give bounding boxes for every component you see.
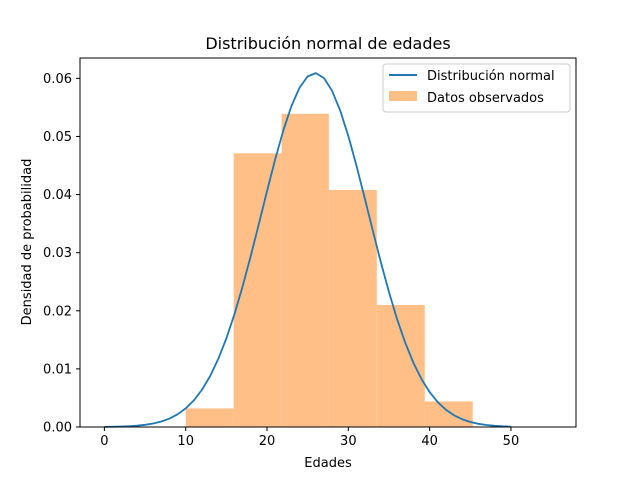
histogram-bar-1 bbox=[185, 408, 234, 427]
chart-title: Distribución normal de edades bbox=[205, 34, 450, 53]
x-tick-label: 50 bbox=[503, 434, 520, 449]
y-axis-ticks: 0.00 0.01 0.02 0.03 0.04 0.05 0.06 bbox=[43, 72, 80, 436]
x-tick-label: 20 bbox=[259, 434, 276, 449]
y-tick-label: 0.01 bbox=[43, 362, 72, 377]
y-tick-label: 0.02 bbox=[43, 304, 72, 319]
histogram-bar-6 bbox=[424, 401, 473, 427]
histogram-bar-4 bbox=[328, 189, 377, 427]
normal-curve-layer bbox=[104, 72, 511, 428]
x-tick-label: 0 bbox=[100, 434, 108, 449]
legend-label-line: Distribución normal bbox=[427, 69, 555, 84]
x-tick-label: 40 bbox=[421, 434, 438, 449]
x-tick-label: 30 bbox=[340, 434, 357, 449]
y-tick-label: 0.00 bbox=[43, 421, 72, 436]
x-tick-label: 10 bbox=[177, 434, 194, 449]
legend-bar-swatch bbox=[389, 91, 417, 101]
x-axis-ticks: 0 10 20 30 40 50 bbox=[100, 427, 519, 449]
y-tick-label: 0.04 bbox=[43, 188, 72, 203]
y-tick-label: 0.06 bbox=[43, 72, 72, 87]
y-axis-title: Densidad de probabilidad bbox=[20, 159, 35, 326]
legend: Distribución normal Datos observados bbox=[382, 63, 571, 113]
histogram-bar-5 bbox=[376, 304, 425, 427]
x-axis-title: Edades bbox=[304, 456, 352, 471]
legend-box bbox=[382, 63, 571, 113]
y-tick-label: 0.03 bbox=[43, 246, 72, 261]
histogram-bar-3 bbox=[281, 113, 329, 427]
legend-label-bars: Datos observados bbox=[427, 91, 544, 106]
y-tick-label: 0.05 bbox=[43, 130, 72, 145]
normal-curve-line bbox=[104, 72, 511, 428]
axes-frame bbox=[79, 57, 577, 428]
